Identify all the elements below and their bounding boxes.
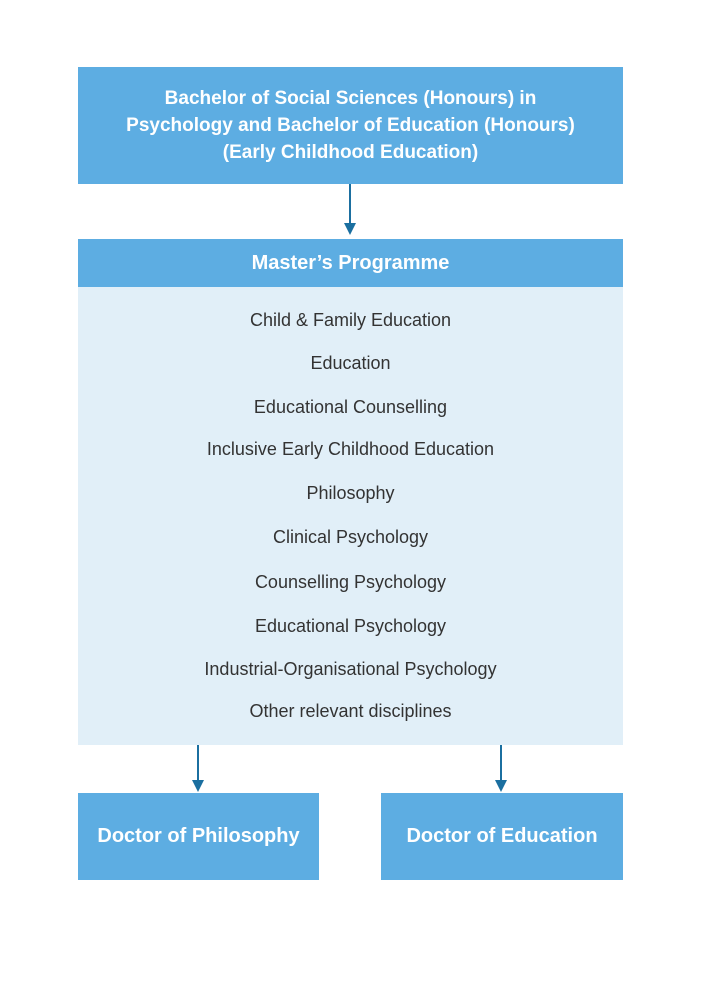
bachelor-line-3: (Early Childhood Education) [222, 142, 479, 163]
list-item: Inclusive Early Childhood Education [206, 439, 495, 459]
list-item: Philosophy [306, 483, 395, 503]
list-item: Other relevant disciplines [249, 701, 452, 721]
list-item: Educational Psychology [254, 616, 447, 636]
arrowhead-edd [495, 780, 507, 792]
bachelor-degree-box: Bachelor of Social Sciences (Honours) in… [78, 67, 623, 184]
bachelor-line-2: Psychology and Bachelor of Education (Ho… [126, 115, 575, 136]
bachelor-line-1: Bachelor of Social Sciences (Honours) in [164, 88, 537, 109]
list-item: Clinical Psychology [272, 527, 429, 547]
doctor-of-education-box: Doctor of Education [381, 793, 623, 880]
arrowhead-masters [344, 223, 356, 235]
masters-list: Child & Family Education Education Educa… [78, 287, 623, 745]
masters-header: Master’s Programme [78, 239, 623, 287]
list-item: Child & Family Education [249, 310, 452, 330]
doctor-of-philosophy-box: Doctor of Philosophy [78, 793, 319, 880]
list-item: Education [310, 353, 391, 373]
arrowhead-phd [192, 780, 204, 792]
list-item: Counselling Psychology [254, 572, 447, 592]
list-item: Educational Counselling [253, 397, 448, 417]
list-item: Industrial-Organisational Psychology [204, 659, 497, 679]
